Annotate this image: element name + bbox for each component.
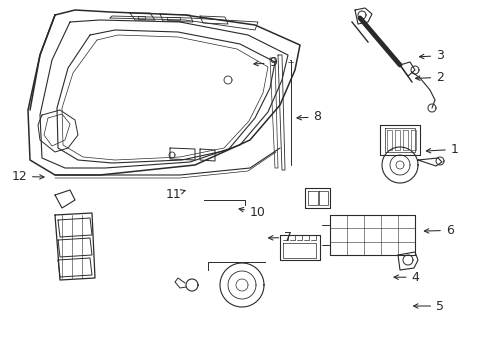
Text: 12: 12 <box>11 170 44 183</box>
Text: 7: 7 <box>269 231 292 244</box>
Text: 3: 3 <box>419 49 444 62</box>
Text: 6: 6 <box>424 224 454 237</box>
Text: 2: 2 <box>416 71 444 84</box>
Text: 1: 1 <box>426 143 459 156</box>
Text: 4: 4 <box>394 271 419 284</box>
Text: 10: 10 <box>239 206 266 219</box>
Text: 5: 5 <box>414 300 444 312</box>
Text: 8: 8 <box>297 111 321 123</box>
Text: 9: 9 <box>254 57 277 69</box>
Text: 11: 11 <box>166 188 185 201</box>
